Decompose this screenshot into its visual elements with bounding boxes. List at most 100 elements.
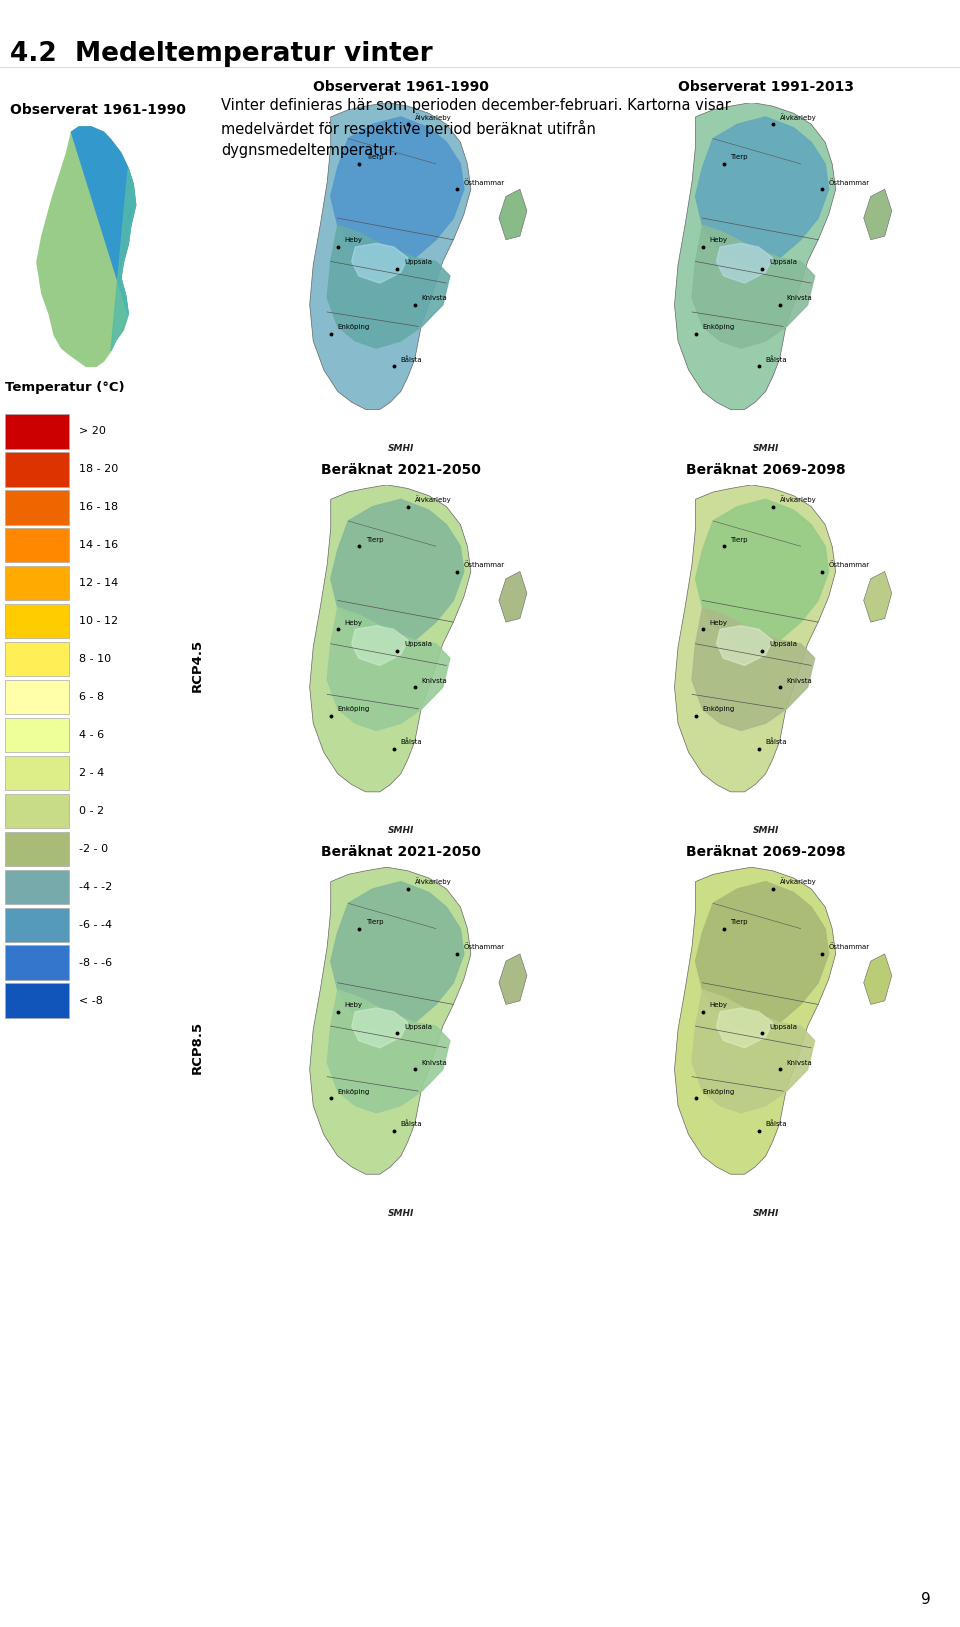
Polygon shape bbox=[310, 103, 470, 410]
Text: 2 - 4: 2 - 4 bbox=[79, 768, 104, 778]
Text: Tierp: Tierp bbox=[366, 537, 383, 543]
Text: Enköping: Enköping bbox=[338, 1088, 370, 1095]
Polygon shape bbox=[330, 117, 464, 268]
Text: Uppsala: Uppsala bbox=[769, 259, 797, 265]
Polygon shape bbox=[327, 989, 450, 1113]
Text: Bålsta: Bålsta bbox=[765, 1121, 787, 1128]
Bar bbox=[5, 831, 68, 866]
Text: Östhammar: Östhammar bbox=[828, 561, 870, 568]
Text: Heby: Heby bbox=[345, 238, 363, 244]
Text: Knivsta: Knivsta bbox=[786, 677, 812, 683]
Polygon shape bbox=[499, 953, 527, 1004]
Text: Älvkarleby: Älvkarleby bbox=[415, 495, 451, 503]
Text: SMHI: SMHI bbox=[388, 1209, 414, 1217]
Text: Enköping: Enköping bbox=[703, 1088, 734, 1095]
Bar bbox=[5, 452, 68, 486]
Text: Vinter definieras här som perioden december-februari. Kartorna visar
medelvärdet: Vinter definieras här som perioden decem… bbox=[221, 98, 731, 158]
Bar bbox=[5, 945, 68, 979]
Polygon shape bbox=[864, 189, 892, 239]
Bar bbox=[5, 869, 68, 905]
Text: Heby: Heby bbox=[709, 620, 728, 626]
Text: Heby: Heby bbox=[709, 1002, 728, 1009]
Text: Observerat 1961-1990: Observerat 1961-1990 bbox=[10, 103, 185, 117]
Text: Östhammar: Östhammar bbox=[464, 179, 505, 185]
Polygon shape bbox=[864, 953, 892, 1004]
Polygon shape bbox=[71, 127, 135, 314]
Text: Beräknat 2069-2098: Beräknat 2069-2098 bbox=[685, 844, 846, 859]
Text: Heby: Heby bbox=[709, 238, 728, 244]
Text: Östhammar: Östhammar bbox=[464, 944, 505, 950]
Polygon shape bbox=[499, 571, 527, 622]
Polygon shape bbox=[330, 499, 464, 651]
Text: 18 - 20: 18 - 20 bbox=[79, 464, 118, 475]
Bar bbox=[5, 757, 68, 791]
Text: RCP4.5: RCP4.5 bbox=[190, 639, 204, 691]
Text: Östhammar: Östhammar bbox=[464, 561, 505, 568]
Text: Bålsta: Bålsta bbox=[400, 356, 422, 363]
Text: SMHI: SMHI bbox=[753, 1209, 779, 1217]
Text: Uppsala: Uppsala bbox=[404, 1023, 432, 1030]
Text: Enköping: Enköping bbox=[703, 706, 734, 713]
Bar bbox=[5, 566, 68, 600]
Text: Beräknat 2021-2050: Beräknat 2021-2050 bbox=[321, 462, 481, 477]
Text: 16 - 18: 16 - 18 bbox=[79, 503, 118, 513]
Polygon shape bbox=[695, 882, 828, 1033]
Bar bbox=[5, 490, 68, 524]
Text: Beräknat 2069-2098: Beräknat 2069-2098 bbox=[685, 462, 846, 477]
Polygon shape bbox=[675, 485, 835, 792]
Text: Heby: Heby bbox=[345, 1002, 363, 1009]
Text: SMHI: SMHI bbox=[388, 827, 414, 835]
Text: Observerat 1961-1990: Observerat 1961-1990 bbox=[313, 80, 489, 94]
Text: Älvkarleby: Älvkarleby bbox=[415, 877, 451, 885]
Text: Tierp: Tierp bbox=[366, 919, 383, 926]
Text: Uppsala: Uppsala bbox=[404, 259, 432, 265]
Polygon shape bbox=[499, 189, 527, 239]
Text: Bålsta: Bålsta bbox=[765, 356, 787, 363]
Bar bbox=[5, 529, 68, 563]
Text: -6 - -4: -6 - -4 bbox=[79, 919, 112, 929]
Text: Enköping: Enköping bbox=[338, 324, 370, 330]
Text: 8 - 10: 8 - 10 bbox=[79, 654, 110, 664]
Text: Tierp: Tierp bbox=[731, 155, 748, 161]
Text: Uppsala: Uppsala bbox=[404, 641, 432, 648]
Text: Uppsala: Uppsala bbox=[769, 641, 797, 648]
Text: 6 - 8: 6 - 8 bbox=[79, 691, 104, 703]
Text: Tierp: Tierp bbox=[366, 155, 383, 161]
Polygon shape bbox=[864, 571, 892, 622]
Text: 10 - 12: 10 - 12 bbox=[79, 617, 118, 626]
Bar bbox=[5, 718, 68, 752]
Text: 0 - 2: 0 - 2 bbox=[79, 805, 104, 815]
Polygon shape bbox=[327, 225, 450, 348]
Text: Beräknat 2021-2050: Beräknat 2021-2050 bbox=[321, 844, 481, 859]
Polygon shape bbox=[351, 1009, 408, 1048]
Polygon shape bbox=[695, 499, 828, 651]
Text: SMHI: SMHI bbox=[388, 444, 414, 452]
Polygon shape bbox=[675, 867, 835, 1175]
Bar bbox=[5, 983, 68, 1019]
Text: Knivsta: Knivsta bbox=[786, 294, 812, 301]
Text: Älvkarleby: Älvkarleby bbox=[415, 112, 451, 120]
Polygon shape bbox=[716, 1009, 773, 1048]
Polygon shape bbox=[111, 169, 135, 351]
Text: RCP8.5: RCP8.5 bbox=[190, 1022, 204, 1074]
Polygon shape bbox=[351, 244, 408, 283]
Bar bbox=[5, 604, 68, 638]
Text: SMHI: SMHI bbox=[753, 827, 779, 835]
Text: 12 - 14: 12 - 14 bbox=[79, 578, 118, 589]
Polygon shape bbox=[36, 127, 135, 366]
Text: Knivsta: Knivsta bbox=[421, 677, 447, 683]
Bar bbox=[5, 643, 68, 677]
Text: Knivsta: Knivsta bbox=[786, 1059, 812, 1066]
Text: Bålsta: Bålsta bbox=[400, 1121, 422, 1128]
Text: Bålsta: Bålsta bbox=[400, 739, 422, 745]
Text: Observerat 1991-2013: Observerat 1991-2013 bbox=[678, 80, 853, 94]
Text: Älvkarleby: Älvkarleby bbox=[780, 495, 816, 503]
Bar bbox=[5, 415, 68, 449]
Text: Heby: Heby bbox=[345, 620, 363, 626]
Text: 4 - 6: 4 - 6 bbox=[79, 731, 104, 740]
Text: -4 - -2: -4 - -2 bbox=[79, 882, 112, 892]
Text: Enköping: Enköping bbox=[703, 324, 734, 330]
Polygon shape bbox=[692, 989, 815, 1113]
Text: SMHI: SMHI bbox=[753, 444, 779, 452]
Bar bbox=[5, 908, 68, 942]
